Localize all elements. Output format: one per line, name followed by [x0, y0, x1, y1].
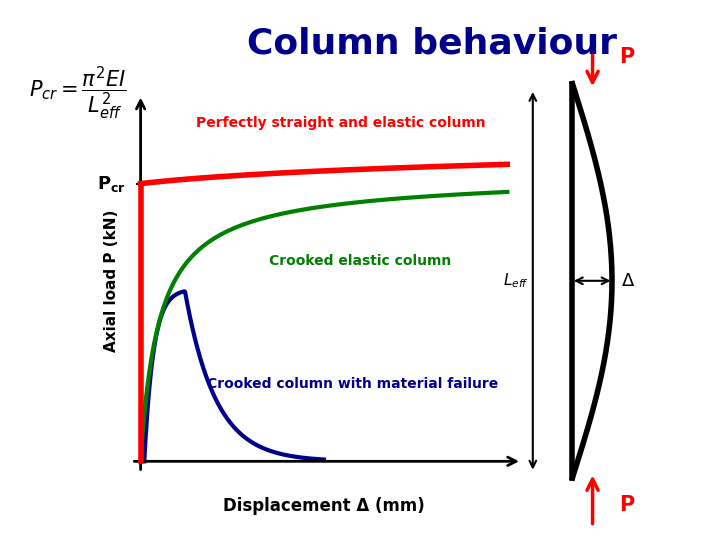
Text: $P_{cr} = \dfrac{\pi^2 EI}{L_{eff}^2}$: $P_{cr} = \dfrac{\pi^2 EI}{L_{eff}^2}$	[29, 65, 127, 122]
Text: P: P	[619, 46, 634, 67]
Text: $\Delta$: $\Delta$	[621, 272, 635, 290]
Text: Column behaviour: Column behaviour	[247, 26, 617, 60]
Text: P: P	[619, 495, 634, 515]
Text: Axial load P (kN): Axial load P (kN)	[104, 210, 119, 352]
Text: $\mathbf{P_{cr}}$: $\mathbf{P_{cr}}$	[97, 173, 126, 194]
Text: Perfectly straight and elastic column: Perfectly straight and elastic column	[196, 116, 485, 130]
Text: Crooked column with material failure: Crooked column with material failure	[207, 376, 498, 390]
Text: Displacement Δ (mm): Displacement Δ (mm)	[223, 497, 425, 515]
Text: $L_{eff}$: $L_{eff}$	[503, 272, 529, 290]
Text: Crooked elastic column: Crooked elastic column	[269, 254, 451, 268]
